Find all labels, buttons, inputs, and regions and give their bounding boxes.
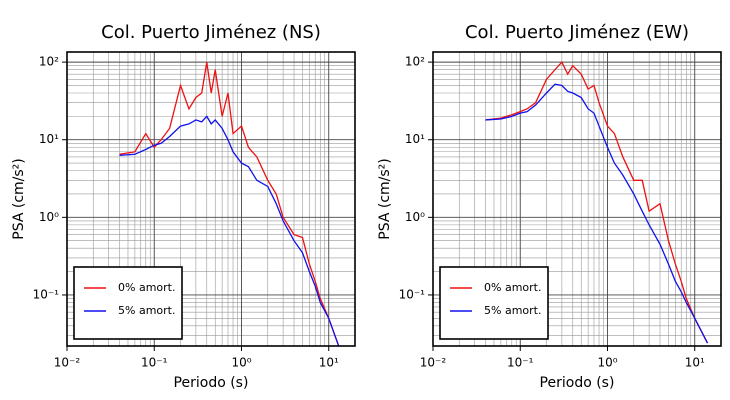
series-line: [119, 115, 340, 346]
y-tick-label: 10²: [39, 55, 59, 69]
series-line: [119, 62, 340, 346]
legend-label: 0% amort.: [484, 281, 541, 294]
y-tick-label: 10¹: [39, 132, 59, 146]
chart-title: Col. Puerto Jiménez (NS): [101, 22, 321, 43]
y-tick-label: 10⁰: [39, 210, 59, 224]
x-tick-label: 10¹: [319, 356, 339, 370]
y-tick-label: 10⁻¹: [33, 287, 60, 301]
plot-frame: [66, 51, 356, 347]
legend-box: [439, 266, 549, 340]
y-tick-label: 10⁻¹: [399, 287, 426, 301]
x-axis-label: Periodo (s): [174, 375, 249, 391]
panel: 10⁻² 10⁻¹ 10⁰ 10¹ 10⁻¹ 10⁰ 10¹ 10² Col. Puerto J…: [377, 22, 722, 391]
x-tick-label: 10⁰: [597, 356, 617, 370]
y-tick-label: 10⁰: [405, 210, 425, 224]
x-tick-label: 10¹: [685, 356, 705, 370]
plot-frame: [432, 51, 722, 347]
x-tick-label: 10⁻²: [420, 356, 447, 370]
legend-label: 5% amort.: [484, 304, 541, 317]
chart-title: Col. Puerto Jiménez (EW): [465, 22, 689, 43]
legend-label: 5% amort.: [118, 304, 175, 317]
legend-box: [73, 266, 183, 340]
x-tick-label: 10⁻¹: [141, 356, 168, 370]
x-tick-label: 10⁰: [231, 356, 251, 370]
y-tick-label: 10¹: [405, 132, 425, 146]
legend-label: 0% amort.: [118, 281, 175, 294]
y-axis-label: PSA (cm/s²): [11, 158, 27, 240]
x-tick-label: 10⁻²: [54, 356, 81, 370]
x-axis-label: Periodo (s): [540, 375, 615, 391]
series-line: [485, 83, 709, 344]
y-tick-label: 10²: [405, 55, 425, 69]
panel: 10⁻² 10⁻¹ 10⁰ 10¹ 10⁻¹ 10⁰ 10¹ 10² Col. Puerto J…: [11, 22, 356, 391]
series-line: [485, 60, 709, 344]
x-tick-label: 10⁻¹: [507, 356, 534, 370]
y-axis-label: PSA (cm/s²): [377, 158, 393, 240]
